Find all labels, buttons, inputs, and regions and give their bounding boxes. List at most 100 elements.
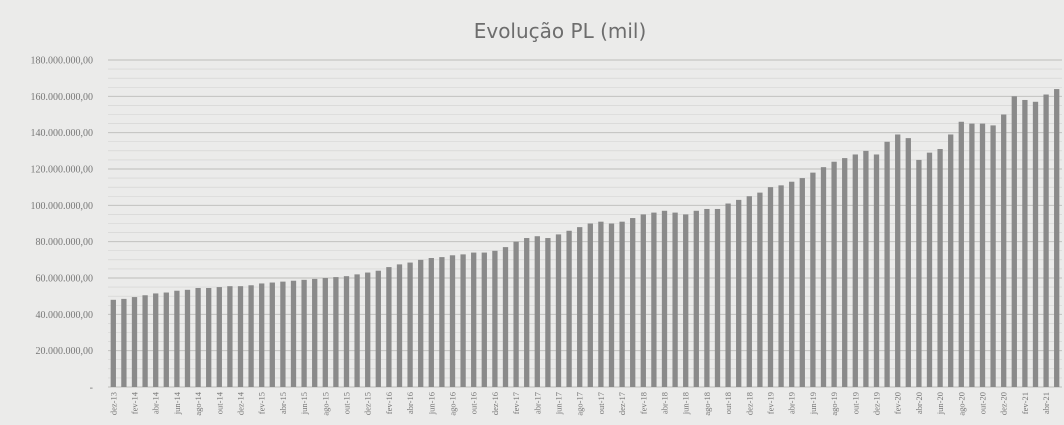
x-tick-label: ago-19 bbox=[829, 392, 839, 416]
bar bbox=[290, 280, 297, 387]
bar bbox=[1054, 89, 1060, 387]
bar bbox=[153, 293, 159, 387]
bar bbox=[555, 234, 562, 387]
bar bbox=[725, 203, 731, 387]
bar bbox=[704, 208, 710, 387]
bar bbox=[418, 259, 424, 387]
bar bbox=[789, 181, 795, 387]
bar bbox=[820, 167, 827, 387]
x-tick-label: ago-20 bbox=[956, 392, 966, 416]
bar bbox=[471, 252, 477, 387]
x-tick-label: abr-16 bbox=[405, 392, 415, 414]
bar bbox=[280, 281, 286, 387]
bar bbox=[163, 292, 169, 387]
x-tick-label: dez-19 bbox=[872, 392, 882, 415]
bar bbox=[492, 250, 498, 387]
bar bbox=[142, 295, 148, 387]
y-tick-label: 160.000.000,00 bbox=[31, 92, 94, 103]
x-tick-label: fev-21 bbox=[1020, 392, 1030, 414]
x-tick-label: out-17 bbox=[596, 392, 606, 414]
bar bbox=[884, 141, 890, 387]
bar bbox=[407, 262, 413, 387]
bar bbox=[343, 276, 350, 387]
bar bbox=[926, 152, 933, 387]
bar bbox=[714, 208, 721, 387]
x-tick-label: fev-18 bbox=[638, 392, 648, 414]
bar bbox=[916, 159, 922, 387]
bar bbox=[693, 210, 699, 387]
x-tick-label: jun-18 bbox=[681, 392, 691, 415]
y-tick-label: 100.000.000,00 bbox=[31, 201, 94, 212]
bar bbox=[990, 125, 996, 388]
x-axis-labels: dez-13 fev-14 abr-14 jun-14 ago-14 out-14 dez-… bbox=[108, 391, 1051, 415]
y-tick-label: 140.000.000,00 bbox=[31, 128, 94, 139]
x-tick-label: abr-21 bbox=[1041, 392, 1051, 414]
bar bbox=[598, 221, 604, 387]
bar bbox=[248, 285, 254, 387]
bar bbox=[958, 121, 964, 388]
bar bbox=[799, 178, 805, 387]
x-tick-label: jun-16 bbox=[426, 392, 436, 415]
bar bbox=[460, 254, 466, 387]
x-tick-label: dez-18 bbox=[744, 392, 754, 415]
x-tick-label: fev-16 bbox=[384, 392, 394, 414]
bar bbox=[566, 230, 572, 387]
y-tick-label: 180.000.000,00 bbox=[31, 56, 94, 67]
bar bbox=[683, 214, 689, 387]
x-tick-label: out-18 bbox=[723, 392, 733, 414]
x-tick-label: abr-19 bbox=[787, 392, 797, 414]
x-tick-label: abr-20 bbox=[914, 392, 924, 414]
x-tick-label: out-14 bbox=[214, 391, 224, 414]
x-tick-label: dez-17 bbox=[617, 392, 627, 415]
bar bbox=[873, 154, 880, 387]
x-tick-label: dez-16 bbox=[490, 392, 500, 415]
x-tick-label: fev-20 bbox=[893, 392, 903, 414]
bars bbox=[110, 89, 1060, 388]
x-tick-label: jun-15 bbox=[299, 392, 309, 415]
x-tick-label: abr-15 bbox=[278, 392, 288, 414]
bar bbox=[269, 282, 275, 387]
y-tick-label: 120.000.000,00 bbox=[31, 165, 94, 176]
bar bbox=[524, 238, 530, 387]
bar bbox=[831, 161, 837, 387]
bar bbox=[672, 212, 678, 387]
bar bbox=[396, 264, 403, 388]
bar bbox=[227, 286, 233, 387]
y-tick-label: 40.000.000,00 bbox=[36, 310, 94, 321]
x-tick-label: ago-17 bbox=[575, 392, 585, 416]
bar bbox=[184, 289, 191, 387]
bar bbox=[365, 272, 371, 387]
bar bbox=[259, 283, 265, 387]
bar bbox=[333, 277, 339, 387]
x-tick-label: ago-18 bbox=[702, 392, 712, 416]
bar bbox=[905, 138, 911, 387]
bar bbox=[481, 252, 487, 387]
x-tick-label: out-19 bbox=[850, 392, 860, 414]
x-tick-label: fev-17 bbox=[511, 392, 521, 414]
bar bbox=[577, 227, 583, 387]
x-tick-label: out-16 bbox=[469, 392, 479, 414]
bar bbox=[895, 134, 901, 387]
bar bbox=[587, 223, 593, 387]
x-tick-label: abr-14 bbox=[151, 391, 161, 414]
bar bbox=[195, 287, 201, 387]
bar bbox=[354, 274, 360, 387]
bar bbox=[375, 270, 381, 387]
x-tick-label: dez-15 bbox=[363, 392, 373, 415]
y-tick-label: 80.000.000,00 bbox=[36, 237, 94, 248]
bar bbox=[746, 196, 752, 387]
x-tick-label: dez-14 bbox=[236, 391, 246, 415]
bar bbox=[1022, 99, 1028, 387]
gridlines bbox=[108, 59, 1062, 388]
x-tick-label: jun-20 bbox=[935, 392, 945, 415]
bar bbox=[534, 236, 540, 387]
bar bbox=[810, 172, 816, 387]
bar bbox=[322, 278, 328, 387]
x-tick-label: ago-14 bbox=[193, 391, 203, 415]
bar bbox=[545, 238, 551, 387]
x-tick-label: jun-17 bbox=[554, 392, 564, 415]
bar bbox=[1043, 94, 1049, 388]
bar bbox=[619, 221, 625, 387]
